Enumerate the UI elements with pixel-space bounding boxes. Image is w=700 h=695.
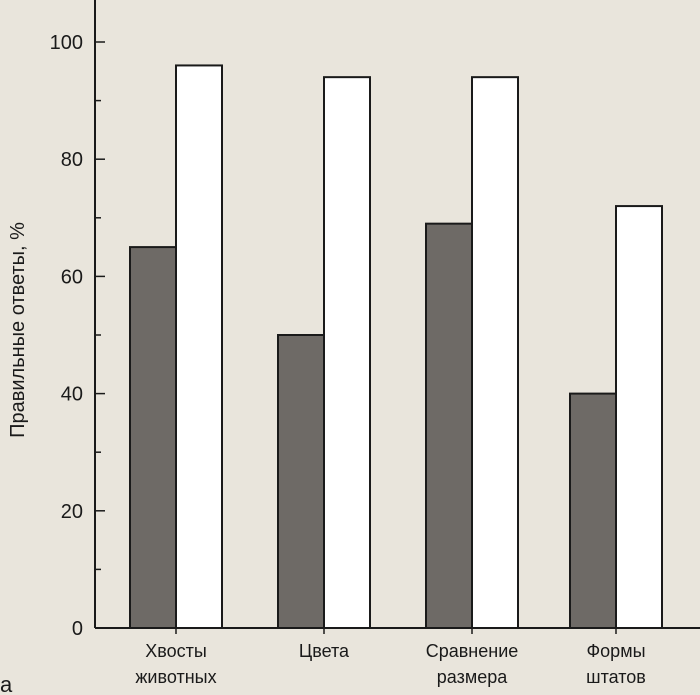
bar-series-0-cat-2 (425, 222, 473, 629)
bar-series-1-cat-2 (471, 76, 519, 630)
x-tick-label: животных (135, 667, 216, 687)
bar-series-0-cat-3 (569, 392, 617, 629)
x-tick-label: Хвосты (145, 641, 207, 661)
bar-series-0-cat-0 (129, 246, 177, 629)
x-tick-label: Сравнение (426, 641, 519, 661)
y-tick-label: 80 (61, 149, 83, 171)
x-tick-label: Цвета (299, 641, 350, 661)
x-tick-label: размера (437, 667, 508, 687)
y-tick-label: 60 (61, 266, 83, 288)
bar-series-0-cat-1 (277, 334, 325, 629)
y-tick-label: 20 (61, 501, 83, 523)
bar-series-1-cat-1 (323, 76, 371, 630)
y-tick-label: 100 (50, 32, 83, 54)
y-tick-label: 40 (61, 384, 83, 406)
y-axis-title: Правильные ответы, % (7, 222, 29, 438)
labels-layer: 0 20 40 60 80 100 Хвосты животных Цвета Сравнение… (50, 32, 646, 687)
x-tick-label: штатов (586, 667, 646, 687)
bar-series-1-cat-3 (615, 205, 663, 630)
bars-layer (129, 64, 663, 630)
x-tick-label: Формы (586, 641, 645, 661)
bar-series-1-cat-0 (175, 64, 223, 629)
panel-label: а (0, 672, 13, 695)
y-tick-label: 0 (72, 618, 83, 640)
